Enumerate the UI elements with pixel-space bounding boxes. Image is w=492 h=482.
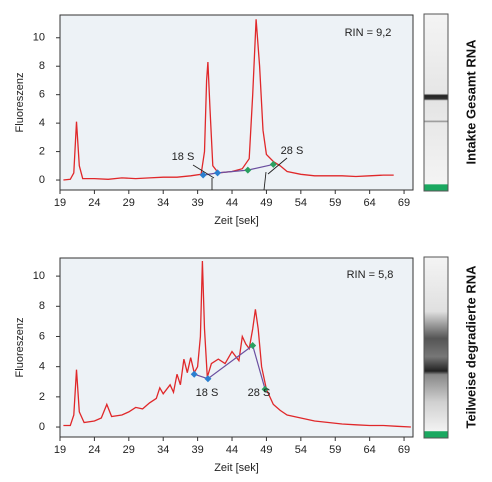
x-axis-label: Zeit [sek] bbox=[214, 215, 259, 227]
x-tick-label: 49 bbox=[260, 444, 272, 456]
y-tick-label: 10 bbox=[33, 32, 45, 44]
y-tick-label: 2 bbox=[39, 391, 45, 403]
figure: 02468101924293439444954596469Zeit [sek]F… bbox=[0, 0, 492, 482]
y-axis-label: Fluoreszenz bbox=[14, 318, 26, 378]
x-tick-label: 44 bbox=[226, 197, 238, 209]
x-tick-label: 59 bbox=[329, 444, 341, 456]
x-tick-label: 64 bbox=[364, 444, 376, 456]
x-tick-label: 39 bbox=[191, 197, 203, 209]
x-tick-label: 44 bbox=[226, 444, 238, 456]
x-tick-label: 64 bbox=[364, 197, 376, 209]
x-tick-label: 19 bbox=[54, 444, 66, 456]
x-tick-label: 29 bbox=[123, 197, 135, 209]
x-tick-label: 59 bbox=[329, 197, 341, 209]
rin-label: RIN = 9,2 bbox=[345, 27, 392, 39]
gel-lane bbox=[424, 257, 448, 438]
gel-lane bbox=[424, 14, 448, 191]
x-tick-label: 69 bbox=[398, 197, 410, 209]
y-axis-label: Fluoreszenz bbox=[14, 73, 26, 133]
x-tick-label: 54 bbox=[295, 444, 307, 456]
x-tick-label: 24 bbox=[88, 444, 100, 456]
lane-label: Intakte Gesamt RNA bbox=[463, 39, 478, 165]
y-tick-label: 8 bbox=[39, 60, 45, 72]
y-tick-label: 4 bbox=[39, 361, 45, 373]
plot-area bbox=[60, 15, 413, 190]
y-tick-label: 10 bbox=[33, 270, 45, 282]
y-tick-label: 6 bbox=[39, 330, 45, 342]
x-tick-label: 54 bbox=[295, 197, 307, 209]
peak-annotation: 18 S bbox=[196, 387, 219, 399]
peak-annotation: 18 S bbox=[172, 151, 195, 163]
rin-label: RIN = 5,8 bbox=[347, 269, 394, 281]
x-tick-label: 24 bbox=[88, 197, 100, 209]
plot-area bbox=[60, 258, 413, 437]
y-tick-label: 4 bbox=[39, 117, 45, 129]
y-tick-label: 0 bbox=[39, 174, 45, 186]
y-tick-label: 2 bbox=[39, 145, 45, 157]
x-tick-label: 19 bbox=[54, 197, 66, 209]
peak-annotation: 28 S bbox=[281, 145, 304, 157]
x-tick-label: 34 bbox=[157, 197, 169, 209]
x-axis-label: Zeit [sek] bbox=[214, 462, 259, 474]
x-tick-label: 29 bbox=[123, 444, 135, 456]
lane-label: Teilweise degradierte RNA bbox=[463, 265, 478, 429]
y-tick-label: 6 bbox=[39, 89, 45, 101]
peak-annotation: 28 S bbox=[248, 387, 271, 399]
x-tick-label: 39 bbox=[191, 444, 203, 456]
x-tick-label: 69 bbox=[398, 444, 410, 456]
x-tick-label: 34 bbox=[157, 444, 169, 456]
x-tick-label: 49 bbox=[260, 197, 272, 209]
y-tick-label: 8 bbox=[39, 300, 45, 312]
y-tick-label: 0 bbox=[39, 421, 45, 433]
